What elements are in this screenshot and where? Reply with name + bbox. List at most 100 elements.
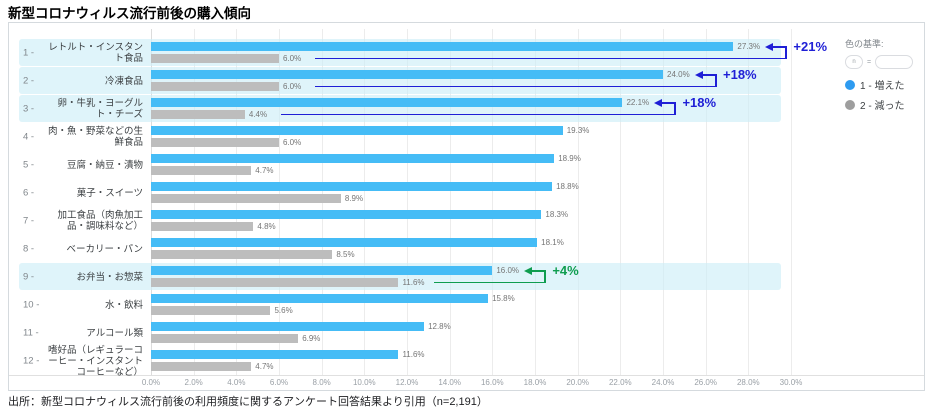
bar-decreased[interactable]: [151, 250, 333, 259]
value-label-increased: 18.8%: [556, 181, 579, 191]
plot-cell: 19.3% 6.0%: [151, 123, 791, 151]
category-label-cell: 水・飲料: [9, 291, 143, 319]
legend-item[interactable]: 1 - 増えた: [845, 77, 929, 92]
bar-decreased[interactable]: [151, 194, 341, 203]
legend-chip-2[interactable]: [875, 55, 914, 69]
category-label: ベーカリー・パン: [66, 243, 143, 255]
bar-decreased[interactable]: [151, 362, 252, 371]
x-tick-label: 18.0%: [523, 378, 547, 387]
table-row: 7 - 加工食品（肉魚加工品・調味料など） 18.3% 4.8%: [9, 207, 791, 235]
bar-increased[interactable]: [151, 98, 623, 107]
gridline: [364, 29, 366, 375]
rank-label: 2 -: [23, 75, 35, 87]
x-tick-label: 26.0%: [694, 378, 717, 387]
bar-increased[interactable]: [151, 238, 538, 247]
value-label-decreased: 4.7%: [255, 361, 274, 371]
rank-label: 9 -: [23, 271, 35, 283]
legend-chips: n =: [845, 55, 929, 69]
value-label-increased: 18.3%: [545, 209, 569, 219]
bar-decreased[interactable]: [151, 222, 254, 231]
x-tick-label: 8.0%: [312, 378, 331, 387]
category-label-cell: 肉・魚・野菜などの生鮮食品: [9, 123, 143, 151]
annotation-lower-line: [280, 113, 677, 115]
legend-chip-1[interactable]: n: [845, 55, 863, 69]
value-label-increased: 22.1%: [626, 97, 650, 107]
bar-increased[interactable]: [151, 322, 425, 331]
chart-title: 新型コロナウィルス流行前後の購入傾向: [8, 6, 251, 21]
table-row: 1 - レトルト・インスタント食品 27.3% 6.0% +21%: [9, 39, 827, 67]
annotation-upper-line: [702, 73, 717, 76]
annotation-arrowhead: [695, 70, 703, 79]
bar-increased[interactable]: [151, 154, 555, 163]
bar-increased[interactable]: [151, 294, 489, 303]
category-label: 豆腐・納豆・漬物: [66, 159, 143, 171]
x-axis-line: [9, 375, 924, 376]
bar-decreased[interactable]: [151, 110, 245, 119]
bar-increased[interactable]: [151, 182, 553, 191]
bar-rows: 1 - レトルト・インスタント食品 27.3% 6.0% +21% 2 - 冷凍食品 24.0…: [9, 39, 827, 378]
rank-label: 12 -: [23, 355, 40, 367]
bar-increased[interactable]: [151, 266, 493, 275]
value-label-increased: 27.3%: [737, 41, 761, 51]
rank-label: 11 -: [23, 327, 39, 339]
table-row: 5 - 豆腐・納豆・漬物 18.9% 4.7%: [9, 151, 791, 179]
bar-increased[interactable]: [151, 350, 399, 359]
bar-increased[interactable]: [151, 210, 542, 219]
gridline: [449, 29, 451, 375]
x-tick-label: 0.0%: [141, 378, 161, 387]
x-tick-label: 6.0%: [269, 378, 289, 387]
category-label-cell: 菓子・スイーツ: [9, 179, 143, 207]
gridline: [407, 29, 408, 375]
bar-increased[interactable]: [151, 126, 563, 135]
category-label: お弁当・お惣菜: [76, 271, 143, 283]
category-label: 肉・魚・野菜などの生鮮食品: [47, 126, 143, 148]
table-row: 12 - 嗜好品（レギュラーコーヒー・インスタントコーヒーなど） 11.6% 4.7%: [9, 344, 791, 378]
annotation-arrowhead: [524, 266, 533, 275]
rank-label: 5 -: [23, 159, 35, 171]
rank-label: 6 -: [23, 187, 35, 199]
category-label-cell: 卵・牛乳・ヨーグルト・チーズ: [9, 95, 143, 123]
value-label-increased: 18.9%: [558, 153, 581, 163]
category-label-cell: 加工食品（肉魚加工品・調味料など）: [9, 207, 143, 235]
bar-decreased[interactable]: [151, 82, 279, 91]
annotation-vertical-line: [544, 269, 547, 283]
chart-panel: 1 - レトルト・インスタント食品 27.3% 6.0% +21% 2 - 冷凍食品 24.0…: [8, 22, 925, 391]
value-label-decreased: 6.0%: [283, 81, 302, 91]
plot-cell: 27.3% 6.0% +21%: [151, 39, 827, 67]
bar-decreased[interactable]: [151, 334, 299, 343]
category-label-cell: レトルト・インスタント食品: [9, 39, 143, 67]
annotation-upper-line: [772, 45, 788, 48]
legend-item-label: 2 - 減った: [860, 101, 905, 112]
bar-increased[interactable]: [151, 42, 734, 51]
table-row: 9 - お弁当・お惣菜 16.0% 11.6% +4%: [9, 263, 791, 291]
bar-decreased[interactable]: [151, 278, 399, 287]
bar-increased[interactable]: [151, 70, 663, 79]
plot-cell: 12.8% 6.9%: [151, 319, 791, 347]
annotation-delta-label: +21%: [793, 39, 828, 54]
plot-cell: 18.1% 8.5%: [151, 235, 791, 263]
category-label: 冷凍食品: [104, 75, 143, 87]
bar-decreased[interactable]: [151, 166, 252, 175]
annotation-vertical-line: [715, 73, 717, 87]
x-tick-label: 16.0%: [480, 378, 504, 387]
bar-decreased[interactable]: [151, 306, 271, 315]
category-label: レトルト・インスタント食品: [48, 42, 143, 64]
plot-cell: 18.3% 4.8%: [151, 207, 791, 235]
category-label: 嗜好品（レギュラーコーヒー・インスタントコーヒーなど）: [47, 344, 143, 378]
plot-cell: 15.8% 5.6%: [151, 291, 791, 319]
x-tick-label: 4.0%: [227, 378, 246, 387]
table-row: 6 - 菓子・スイーツ 18.8% 8.9%: [9, 179, 791, 207]
legend-item[interactable]: 2 - 減った: [845, 97, 929, 112]
annotation-delta-label: +4%: [552, 263, 579, 278]
category-label-cell: お弁当・お惣菜: [9, 263, 143, 291]
gridline: [577, 29, 579, 375]
annotation-lower-line: [315, 57, 788, 59]
bar-decreased[interactable]: [151, 138, 279, 147]
value-label-decreased: 8.9%: [344, 193, 364, 203]
x-tick-label: 28.0%: [736, 378, 760, 387]
value-label-increased: 11.6%: [402, 349, 425, 359]
bar-decreased[interactable]: [151, 54, 279, 63]
plot-cell: 18.9% 4.7%: [151, 151, 791, 179]
value-label-increased: 19.3%: [566, 125, 590, 135]
value-label-increased: 15.8%: [492, 293, 515, 303]
